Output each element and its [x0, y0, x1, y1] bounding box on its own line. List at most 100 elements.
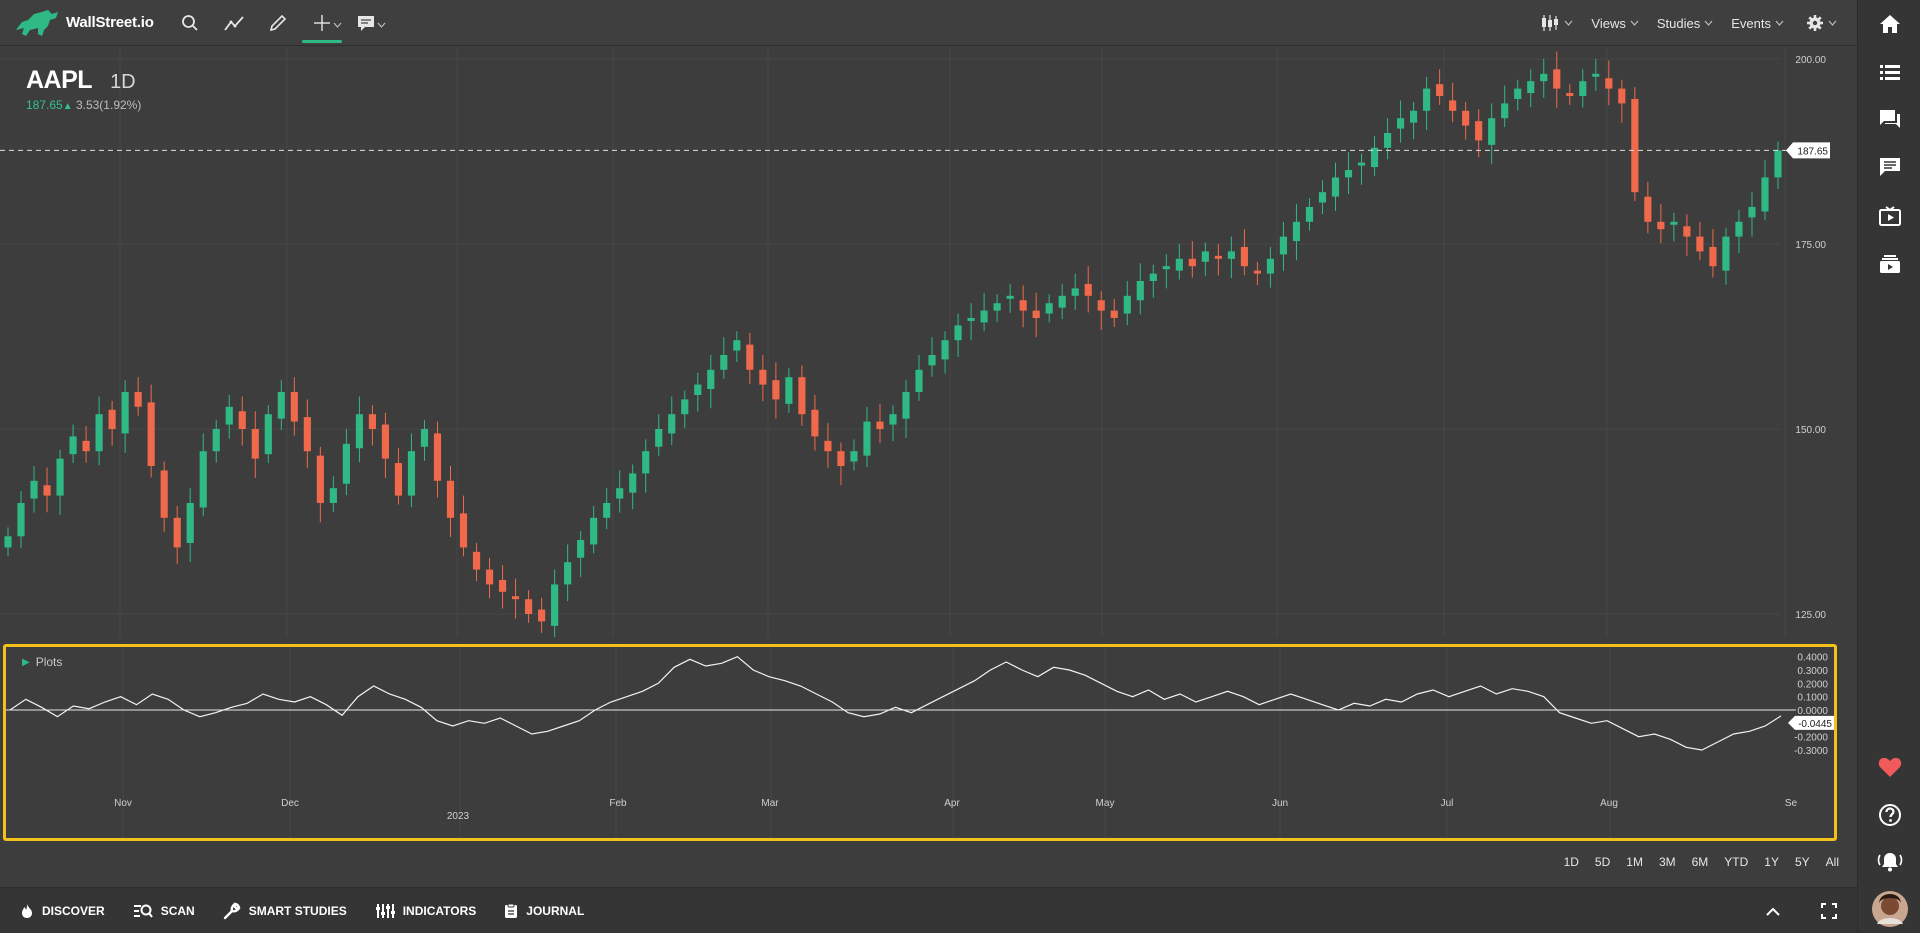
candle-body	[1566, 93, 1574, 96]
ticker-symbol[interactable]: AAPL	[26, 66, 93, 94]
video-button[interactable]	[1858, 198, 1920, 234]
events-menu[interactable]: Events	[1723, 0, 1792, 46]
candle-body	[564, 562, 572, 585]
candle-body	[798, 377, 806, 415]
comment-icon	[357, 15, 374, 31]
candle-body	[1396, 118, 1405, 129]
candle-body	[1592, 73, 1600, 77]
candle-body	[1436, 84, 1444, 96]
candle-body	[1488, 118, 1496, 145]
range-selector: 1D 5D 1M 3M 6M YTD 1Y 5Y All	[1556, 851, 1847, 873]
candle-body	[199, 451, 207, 508]
comments-button[interactable]	[1858, 149, 1920, 185]
search-button[interactable]	[168, 0, 212, 46]
scan-button[interactable]: SCAN	[119, 888, 209, 933]
price-axis-tick: 175.00	[1795, 240, 1826, 251]
user-avatar[interactable]	[1858, 889, 1920, 929]
range-button-5y[interactable]: 5Y	[1794, 855, 1810, 869]
candle-body	[1292, 221, 1301, 242]
home-button[interactable]	[1858, 6, 1920, 42]
candle-body	[876, 421, 884, 429]
favorites-button[interactable]	[1858, 749, 1920, 785]
watchlist-button[interactable]	[1858, 54, 1920, 90]
home-icon	[1879, 15, 1900, 33]
candle-body	[1110, 310, 1118, 318]
chevron-down-icon	[333, 22, 342, 28]
chevron-down-icon	[1828, 20, 1837, 26]
candle-body	[381, 424, 390, 459]
discover-button[interactable]: DISCOVER	[6, 888, 119, 933]
pencil-icon	[269, 14, 286, 31]
range-button-ytd[interactable]: YTD	[1724, 855, 1749, 869]
settings-menu[interactable]	[1794, 0, 1845, 46]
candle-body	[368, 414, 376, 429]
crosshair-button[interactable]	[300, 0, 344, 46]
candle-body	[1540, 73, 1548, 82]
draw-button[interactable]	[256, 0, 300, 46]
chevron-down-icon	[1630, 20, 1639, 26]
candle-body	[1227, 251, 1235, 259]
plots-toggle[interactable]: ▶ Plots	[22, 655, 62, 669]
smart-studies-button[interactable]: SMART STUDIES	[209, 888, 361, 933]
candle-body	[1214, 255, 1222, 259]
candle-body	[525, 599, 533, 614]
quote-line: 187.65▲ 3.53(1.92%)	[26, 98, 141, 112]
price-chart-svg[interactable]: 200.00 175.00 150.00 125.00 187.65	[0, 47, 1857, 637]
candle-body	[1722, 236, 1730, 271]
discover-label: DISCOVER	[42, 903, 105, 918]
candle-body	[1579, 81, 1587, 96]
indicators-label: INDICATORS	[402, 903, 477, 918]
events-menu-label: Events	[1731, 15, 1771, 31]
candle-body	[1240, 246, 1248, 267]
alerts-button[interactable]	[1858, 844, 1920, 880]
candle-body	[355, 414, 363, 449]
heart-icon	[1878, 757, 1901, 777]
candle-body	[277, 392, 285, 419]
range-button-3m[interactable]: 3M	[1658, 855, 1676, 869]
trendline-button[interactable]	[212, 0, 256, 46]
chat-button[interactable]	[1858, 101, 1920, 137]
chart-type-menu[interactable]	[1528, 0, 1581, 46]
candle-body	[616, 488, 624, 499]
candle-body	[746, 344, 754, 370]
right-sidebar	[1857, 0, 1920, 933]
osc-axis-tick: 0.4000	[1797, 653, 1828, 664]
logo[interactable]: WallStreet.io	[14, 8, 154, 38]
candle-body	[629, 473, 637, 493]
candle-body	[238, 411, 246, 429]
price-axis-tick: 150.00	[1795, 425, 1826, 436]
help-button[interactable]	[1858, 797, 1920, 833]
interval-label[interactable]: 1D	[110, 71, 136, 93]
candle-body	[655, 429, 663, 447]
watchlist-icon	[1879, 65, 1900, 80]
range-button-1y[interactable]: 1Y	[1764, 855, 1779, 869]
range-button-5d[interactable]: 5D	[1594, 855, 1611, 869]
gear-icon	[1807, 15, 1823, 31]
indicators-button[interactable]: INDICATORS	[361, 888, 491, 933]
oscillator-chart-svg[interactable]: 0.40000.30000.20000.10000.0000-0.1000-0.…	[6, 647, 1834, 838]
fullscreen-button[interactable]	[1801, 888, 1857, 933]
plots-panel[interactable]: 0.40000.30000.20000.10000.0000-0.1000-0.…	[3, 644, 1837, 841]
journal-button[interactable]: JOURNAL	[490, 888, 598, 933]
candle-body	[225, 406, 233, 425]
candle-body	[1553, 69, 1561, 89]
range-button-1d[interactable]: 1D	[1563, 855, 1579, 869]
views-menu-label: Views	[1591, 15, 1626, 31]
range-button-1m[interactable]: 1M	[1626, 855, 1643, 869]
osc-value-tag	[1788, 715, 1834, 730]
collapse-panel-button[interactable]	[1745, 888, 1801, 933]
logo-text: WallStreet.io	[66, 14, 154, 31]
fullscreen-icon	[1821, 903, 1837, 919]
candle-body	[511, 596, 520, 600]
candle-body	[681, 399, 689, 415]
layers-button[interactable]	[1858, 246, 1920, 282]
studies-menu[interactable]: Studies	[1649, 0, 1721, 46]
candle-body	[1423, 88, 1431, 111]
candle-body	[433, 433, 442, 481]
candle-body	[837, 451, 845, 466]
range-button-6m[interactable]: 6M	[1691, 855, 1709, 869]
range-button-all[interactable]: All	[1825, 855, 1839, 869]
comment-button[interactable]	[344, 0, 388, 46]
views-menu[interactable]: Views	[1583, 0, 1646, 46]
